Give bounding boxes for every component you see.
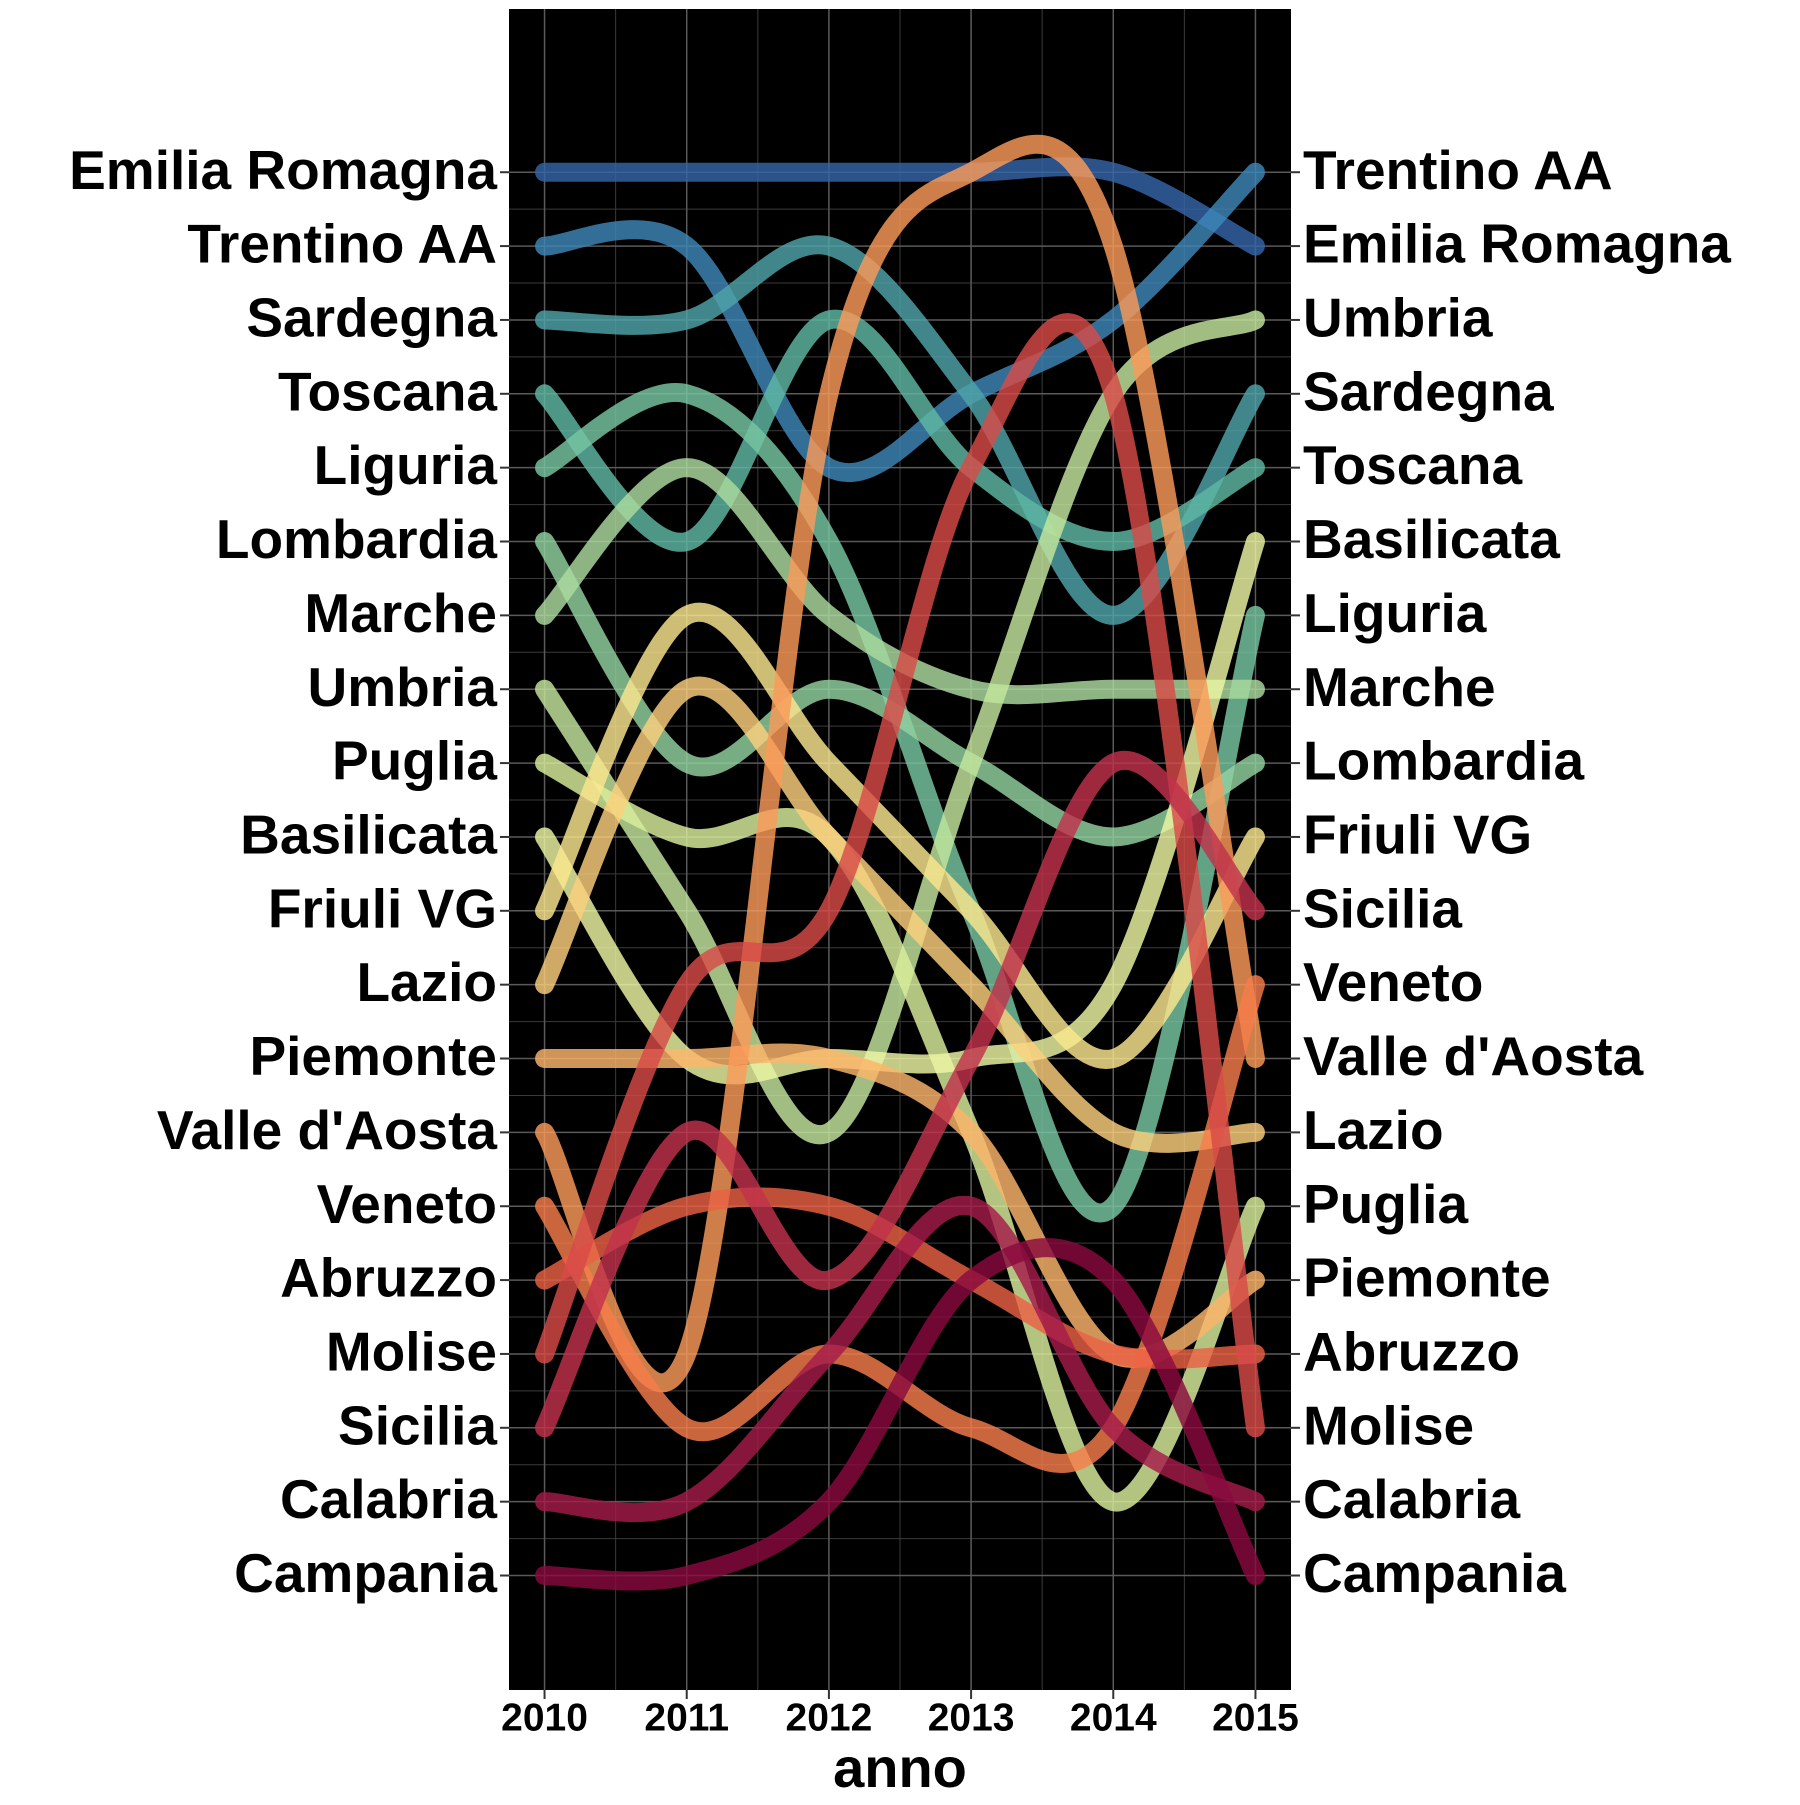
series-line	[535, 157, 1265, 256]
y2-tick-label: Molise	[1303, 1394, 1474, 1456]
y-tick-label: Emilia Romagna	[69, 139, 497, 201]
x-tick-label: 2010	[501, 1696, 588, 1739]
y2-tick-label: Campania	[1303, 1542, 1566, 1604]
y2-tick-label: Toscana	[1303, 434, 1522, 496]
y-tick-label: Umbria	[308, 656, 498, 718]
x-tick-label: 2014	[1070, 1696, 1157, 1739]
y2-tick-label: Basilicata	[1303, 508, 1560, 570]
y-tick-label: Liguria	[314, 434, 498, 496]
y2-tick-label: Trentino AA	[1303, 139, 1613, 201]
x-tick-label: 2015	[1212, 1696, 1299, 1739]
x-tick-label: 2013	[928, 1696, 1015, 1739]
y-tick-label: Puglia	[332, 730, 497, 792]
series-line	[535, 1238, 1265, 1591]
y-tick-label: Calabria	[280, 1468, 497, 1530]
y2-tick-label: Lombardia	[1303, 730, 1585, 792]
y-tick-label: Veneto	[317, 1173, 497, 1235]
y-tick-label: Toscana	[278, 360, 497, 422]
y2-tick-label: Sardegna	[1303, 360, 1554, 422]
y-tick-label: Lombardia	[216, 508, 498, 570]
x-tick-label: 2011	[644, 1696, 729, 1739]
y2-tick-label: Friuli VG	[1303, 803, 1532, 865]
y-tick-label: Basilicata	[240, 803, 497, 865]
y-tick-label: Piemonte	[249, 1025, 497, 1087]
series-line	[535, 134, 1265, 1393]
series-line	[535, 1187, 1265, 1369]
series-line	[535, 458, 1265, 705]
x-axis-title: anno	[833, 1736, 967, 1799]
y2-tick-label: Lazio	[1303, 1099, 1444, 1161]
y2-tick-label: Abruzzo	[1303, 1320, 1520, 1382]
y-tick-label: Molise	[326, 1320, 497, 1382]
y2-tick-label: Emilia Romagna	[1303, 213, 1731, 275]
series-line	[535, 602, 1265, 1069]
series-line	[535, 975, 1265, 1473]
y-tick-label: Sicilia	[338, 1394, 497, 1456]
y2-tick-label: Veneto	[1303, 951, 1483, 1013]
y-tick-label: Campania	[234, 1542, 497, 1604]
y-tick-label: Friuli VG	[268, 877, 497, 939]
series-line	[535, 1195, 1265, 1523]
y2-tick-label: Puglia	[1303, 1173, 1468, 1235]
y-tick-label: Sardegna	[246, 286, 497, 348]
y-tick-label: Trentino AA	[187, 213, 497, 275]
lines	[535, 134, 1265, 1591]
series-line	[535, 382, 1265, 1223]
x-tick-label: 2012	[786, 1696, 873, 1739]
y-tick-label: Abruzzo	[280, 1247, 497, 1309]
y2-tick-label: Calabria	[1303, 1468, 1520, 1530]
y2-tick-label: Liguria	[1303, 582, 1487, 644]
y2-tick-label: Valle d'Aosta	[1303, 1025, 1644, 1087]
y-tick-label: Valle d'Aosta	[157, 1099, 498, 1161]
series-line	[535, 750, 1265, 1438]
y-tick-label: Marche	[304, 582, 497, 644]
y2-tick-label: Umbria	[1303, 286, 1493, 348]
y2-tick-label: Sicilia	[1303, 877, 1462, 939]
y2-tick-label: Piemonte	[1303, 1247, 1551, 1309]
y-tick-label: Lazio	[356, 951, 497, 1013]
series-line	[535, 676, 1265, 1153]
y2-tick-label: Marche	[1303, 656, 1496, 718]
series-line	[535, 309, 1265, 552]
